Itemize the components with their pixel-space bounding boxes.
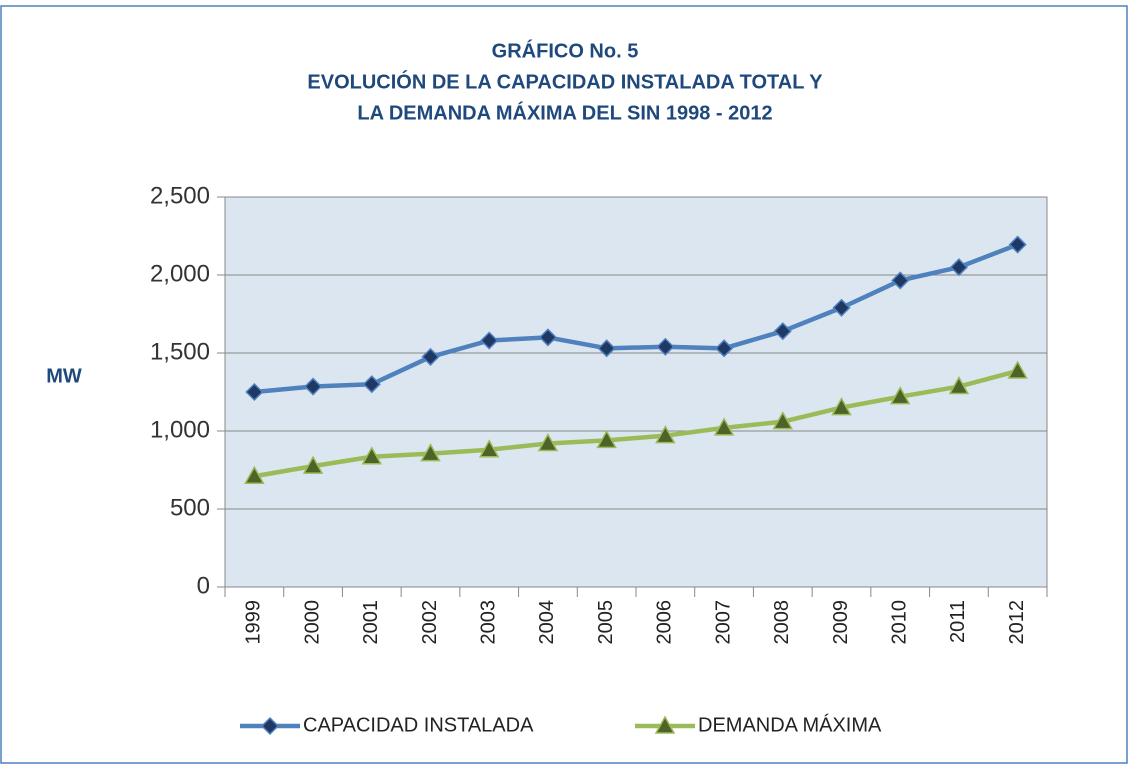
marker: [889, 386, 911, 405]
legend-label: DEMANDA MÁXIMA: [698, 713, 882, 736]
marker: [713, 417, 735, 436]
marker: [597, 339, 616, 358]
marker: [304, 377, 323, 396]
marker: [773, 322, 792, 341]
x-tick-label: 2003: [477, 600, 499, 645]
marker: [949, 258, 968, 277]
x-tick-label: 2000: [301, 600, 323, 645]
x-tick-label: 2004: [536, 600, 558, 645]
chart-title: EVOLUCIÓN DE LA CAPACIDAD INSTALADA TOTA…: [307, 69, 823, 93]
legend-marker: [654, 715, 676, 734]
x-tick-label: 2001: [360, 600, 382, 645]
y-tick-label: 1,000: [150, 416, 210, 443]
x-tick-label: 2007: [712, 600, 734, 645]
legend-marker: [260, 716, 280, 736]
marker: [537, 432, 559, 452]
marker: [596, 429, 617, 449]
marker: [1008, 235, 1027, 254]
y-tick-label: 2,000: [150, 260, 210, 287]
x-tick-label: 2012: [1006, 600, 1028, 645]
marker: [831, 397, 852, 416]
marker: [362, 375, 381, 394]
y-tick-label: 2,500: [150, 182, 210, 209]
chart-title: LA DEMANDA MÁXIMA DEL SIN 1998 - 2012: [357, 101, 772, 124]
y-tick-label: 500: [170, 494, 210, 521]
marker: [244, 465, 265, 484]
series-line: [254, 242, 1019, 395]
y-tick-label: 1,500: [150, 338, 210, 365]
series-line: [253, 368, 1019, 479]
chart-title: GRÁFICO No. 5: [492, 39, 639, 62]
marker: [480, 331, 499, 350]
marker: [420, 443, 441, 462]
x-tick-label: 2011: [947, 600, 969, 643]
marker: [655, 425, 676, 444]
marker: [832, 298, 851, 317]
x-tick-label: 2010: [888, 600, 910, 645]
marker: [245, 382, 264, 402]
y-tick-label: 0: [197, 572, 210, 599]
legend-label: CAPACIDAD INSTALADA: [303, 714, 534, 736]
marker: [478, 439, 500, 458]
marker: [421, 347, 440, 366]
marker: [772, 411, 794, 430]
marker: [1007, 360, 1028, 379]
x-tick-label: 2002: [419, 600, 441, 645]
marker: [948, 376, 970, 395]
plot-area: [224, 196, 1048, 588]
x-tick-label: 2008: [771, 600, 793, 645]
marker: [361, 446, 383, 465]
marker: [538, 328, 557, 347]
marker: [302, 455, 324, 474]
x-tick-label: 1999: [243, 600, 265, 645]
marker: [656, 337, 675, 356]
marker: [715, 339, 734, 358]
x-tick-label: 2006: [654, 600, 676, 645]
x-tick-label: 2005: [595, 600, 617, 645]
y-axis-label: MW: [46, 365, 82, 387]
x-tick-label: 2009: [830, 600, 852, 645]
marker: [891, 271, 910, 290]
